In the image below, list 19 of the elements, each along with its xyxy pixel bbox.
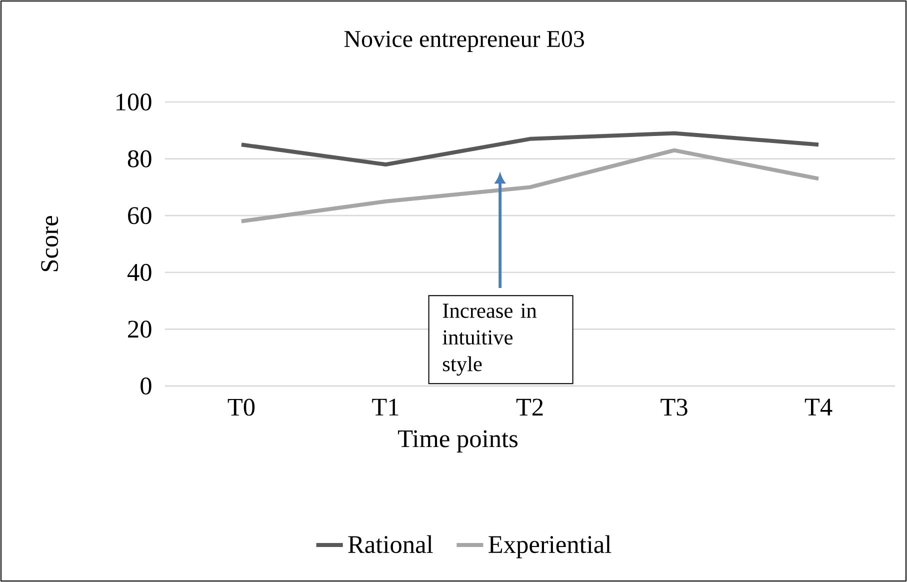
x-tick-label: T2	[516, 398, 543, 416]
line-series	[239, 131, 821, 166]
y-tick-label: 0	[140, 377, 152, 395]
y-tick-label: 100	[116, 93, 152, 111]
annotation: Increase in intuitive style	[442, 304, 537, 376]
x-tick-label: T0	[228, 398, 255, 416]
legend-label: Experiential	[488, 535, 612, 558]
legend-label: Rational	[348, 535, 433, 554]
y-tick-label: 60	[128, 207, 152, 224]
y-tick-label: 80	[128, 150, 152, 168]
x-tick-label: T4	[804, 398, 832, 416]
x-tick-label: T1	[372, 398, 398, 416]
line-series	[239, 148, 821, 224]
x-tick-label: T3	[660, 398, 688, 416]
x-axis-title: Time points	[398, 430, 518, 452]
y-tick-label: 40	[127, 264, 152, 281]
chart-title: Novice entrepreneur E03	[344, 30, 584, 52]
y-tick-label: 20	[128, 320, 152, 338]
y-axis-title: Score	[41, 216, 58, 272]
